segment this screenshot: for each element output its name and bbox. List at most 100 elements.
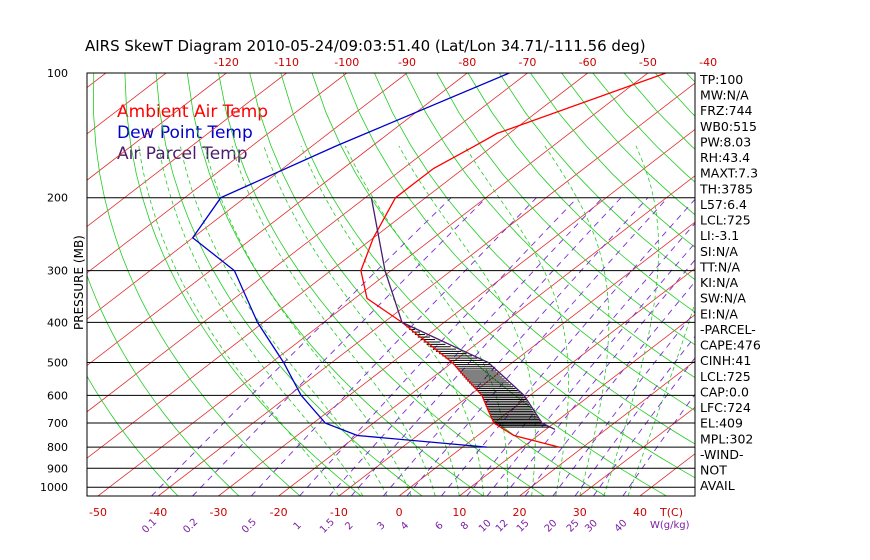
mixing-ratio-line [466, 222, 695, 496]
dry-adiabat-line [530, 73, 695, 248]
mixing-ratio-tick-label: 1.5 [318, 517, 337, 536]
bottom-temp-tick-label: -20 [270, 506, 288, 519]
isotherm-line [87, 73, 528, 413]
dry-adiabat-line [249, 73, 606, 496]
dry-adiabat-line [405, 73, 695, 379]
isotherm-line [760, 73, 870, 496]
isotherm-line [97, 73, 649, 496]
isotherm-line [398, 267, 695, 496]
mixing-ratio-tick-label: 1 [292, 520, 304, 532]
mixing-ratio-tick-label: 0.1 [140, 517, 159, 536]
stat-line: LFC:724 [700, 400, 751, 415]
mixing-ratio-tick-label: 6 [434, 520, 446, 532]
isotherm-line [579, 406, 695, 496]
dry-adiabat-line [87, 274, 240, 496]
isotherm-line [338, 221, 695, 496]
bottom-temp-tick-label: -30 [209, 506, 227, 519]
mixing-ratio-tick-label: 2 [343, 520, 355, 532]
isotherm-line [87, 73, 287, 228]
mixing-ratio-unit-label: W(g/kg) [650, 520, 690, 531]
stat-line: TP:100 [699, 72, 743, 87]
moist-adiabat-line [231, 145, 436, 496]
dry-adiabat-line [218, 73, 545, 496]
stat-line: SI:N/A [700, 244, 738, 259]
mixing-ratio-line [192, 197, 487, 496]
moist-adiabat-line [344, 145, 509, 496]
stat-line: LI:-3.1 [700, 228, 739, 243]
mixing-ratio-line [299, 197, 578, 496]
dry-adiabat-line [498, 73, 695, 281]
stat-line: -PARCEL- [700, 322, 756, 337]
top-temp-tick-label: -50 [639, 56, 657, 69]
stat-line: RH:43.4 [700, 150, 750, 165]
stat-line: LCL:725 [700, 369, 751, 384]
bottom-temp-tick-label: 0 [396, 506, 403, 519]
top-temp-tick-label: -100 [334, 56, 359, 69]
bottom-temp-tick-label: -10 [330, 506, 348, 519]
isotherm-line [157, 82, 695, 496]
bottom-temp-tick-label: 40 [633, 506, 647, 519]
isotherm-line [87, 73, 408, 320]
pressure-tick-label: 200 [47, 192, 68, 205]
dry-adiabat-line [654, 73, 695, 117]
stat-line: L57:6.4 [700, 197, 747, 212]
pressure-tick-label: 100 [47, 67, 68, 80]
stat-line: EI:N/A [700, 306, 738, 321]
mixing-ratio-line [350, 197, 622, 496]
isotherm-line [0, 73, 46, 496]
mixing-ratio-tick-label: 12 [494, 518, 511, 535]
dry-adiabat-line [124, 73, 362, 496]
stat-line: SW:N/A [700, 291, 746, 306]
dewpoint-line [191, 73, 510, 448]
pressure-tick-label: 600 [47, 389, 68, 402]
stat-line: WB0:515 [700, 119, 757, 134]
mixing-ratio-tick-label: 15 [515, 518, 532, 535]
plot-frame [86, 72, 696, 497]
moist-adiabat-line [179, 145, 388, 496]
mixing-ratio-line [151, 197, 452, 496]
mixing-ratio-line [622, 393, 695, 496]
y-axis-label: PRESSURE (MB) [72, 235, 86, 330]
top-temp-tick-label: -80 [458, 56, 476, 69]
pressure-tick-label: 700 [47, 417, 68, 430]
moist-adiabat-line [300, 145, 484, 496]
ambient-temp-line [360, 73, 667, 448]
stat-line: LCL:725 [700, 213, 751, 228]
isotherm-line [87, 73, 468, 366]
moist-adiabat-line [464, 145, 569, 496]
mixing-ratio-tick-label: 0.5 [240, 517, 259, 536]
legend-entry: Dew Point Temp [117, 123, 253, 143]
stat-line: CAP:0.0 [700, 384, 749, 399]
stat-line: MAXT:7.3 [700, 166, 758, 181]
mixing-ratio-tick-label: 40 [613, 518, 630, 535]
stat-line: TH:3785 [699, 181, 753, 196]
dry-adiabat-line [87, 375, 179, 496]
pressure-tick-label: 300 [47, 265, 68, 278]
stat-line: MW:N/A [700, 88, 749, 103]
chart-title: AIRS SkewT Diagram 2010-05-24/09:03:51.4… [85, 37, 646, 55]
mixing-ratio-line [382, 197, 649, 496]
bottom-temp-tick-label: 30 [573, 506, 587, 519]
pressure-tick-label: 1000 [40, 481, 68, 494]
stat-line: EL:409 [700, 416, 743, 431]
top-temp-tick-label: -70 [518, 56, 536, 69]
mixing-ratio-tick-label: 30 [583, 518, 600, 535]
isotherm-line [87, 73, 348, 274]
legend-entry: Ambient Air Temp [117, 102, 268, 122]
stat-line: AVAIL [700, 478, 735, 493]
stat-line: -WIND- [700, 447, 744, 462]
dry-adiabat-line [749, 73, 870, 496]
dry-adiabat-line [374, 73, 695, 412]
stat-line: CAPE:476 [700, 338, 761, 353]
dry-adiabat-line [342, 73, 695, 445]
bottom-axis-unit-label: T(C) [659, 506, 683, 519]
stat-line: MPL:302 [700, 431, 753, 446]
stat-line: TT:N/A [699, 259, 740, 274]
isotherm-line [218, 128, 695, 496]
dry-adiabat-line [780, 73, 870, 496]
dry-adiabat-line [436, 73, 695, 346]
moist-adiabat-line [204, 145, 412, 496]
mixing-ratio-tick-label: 4 [399, 520, 411, 532]
top-temp-tick-label: -40 [699, 56, 717, 69]
